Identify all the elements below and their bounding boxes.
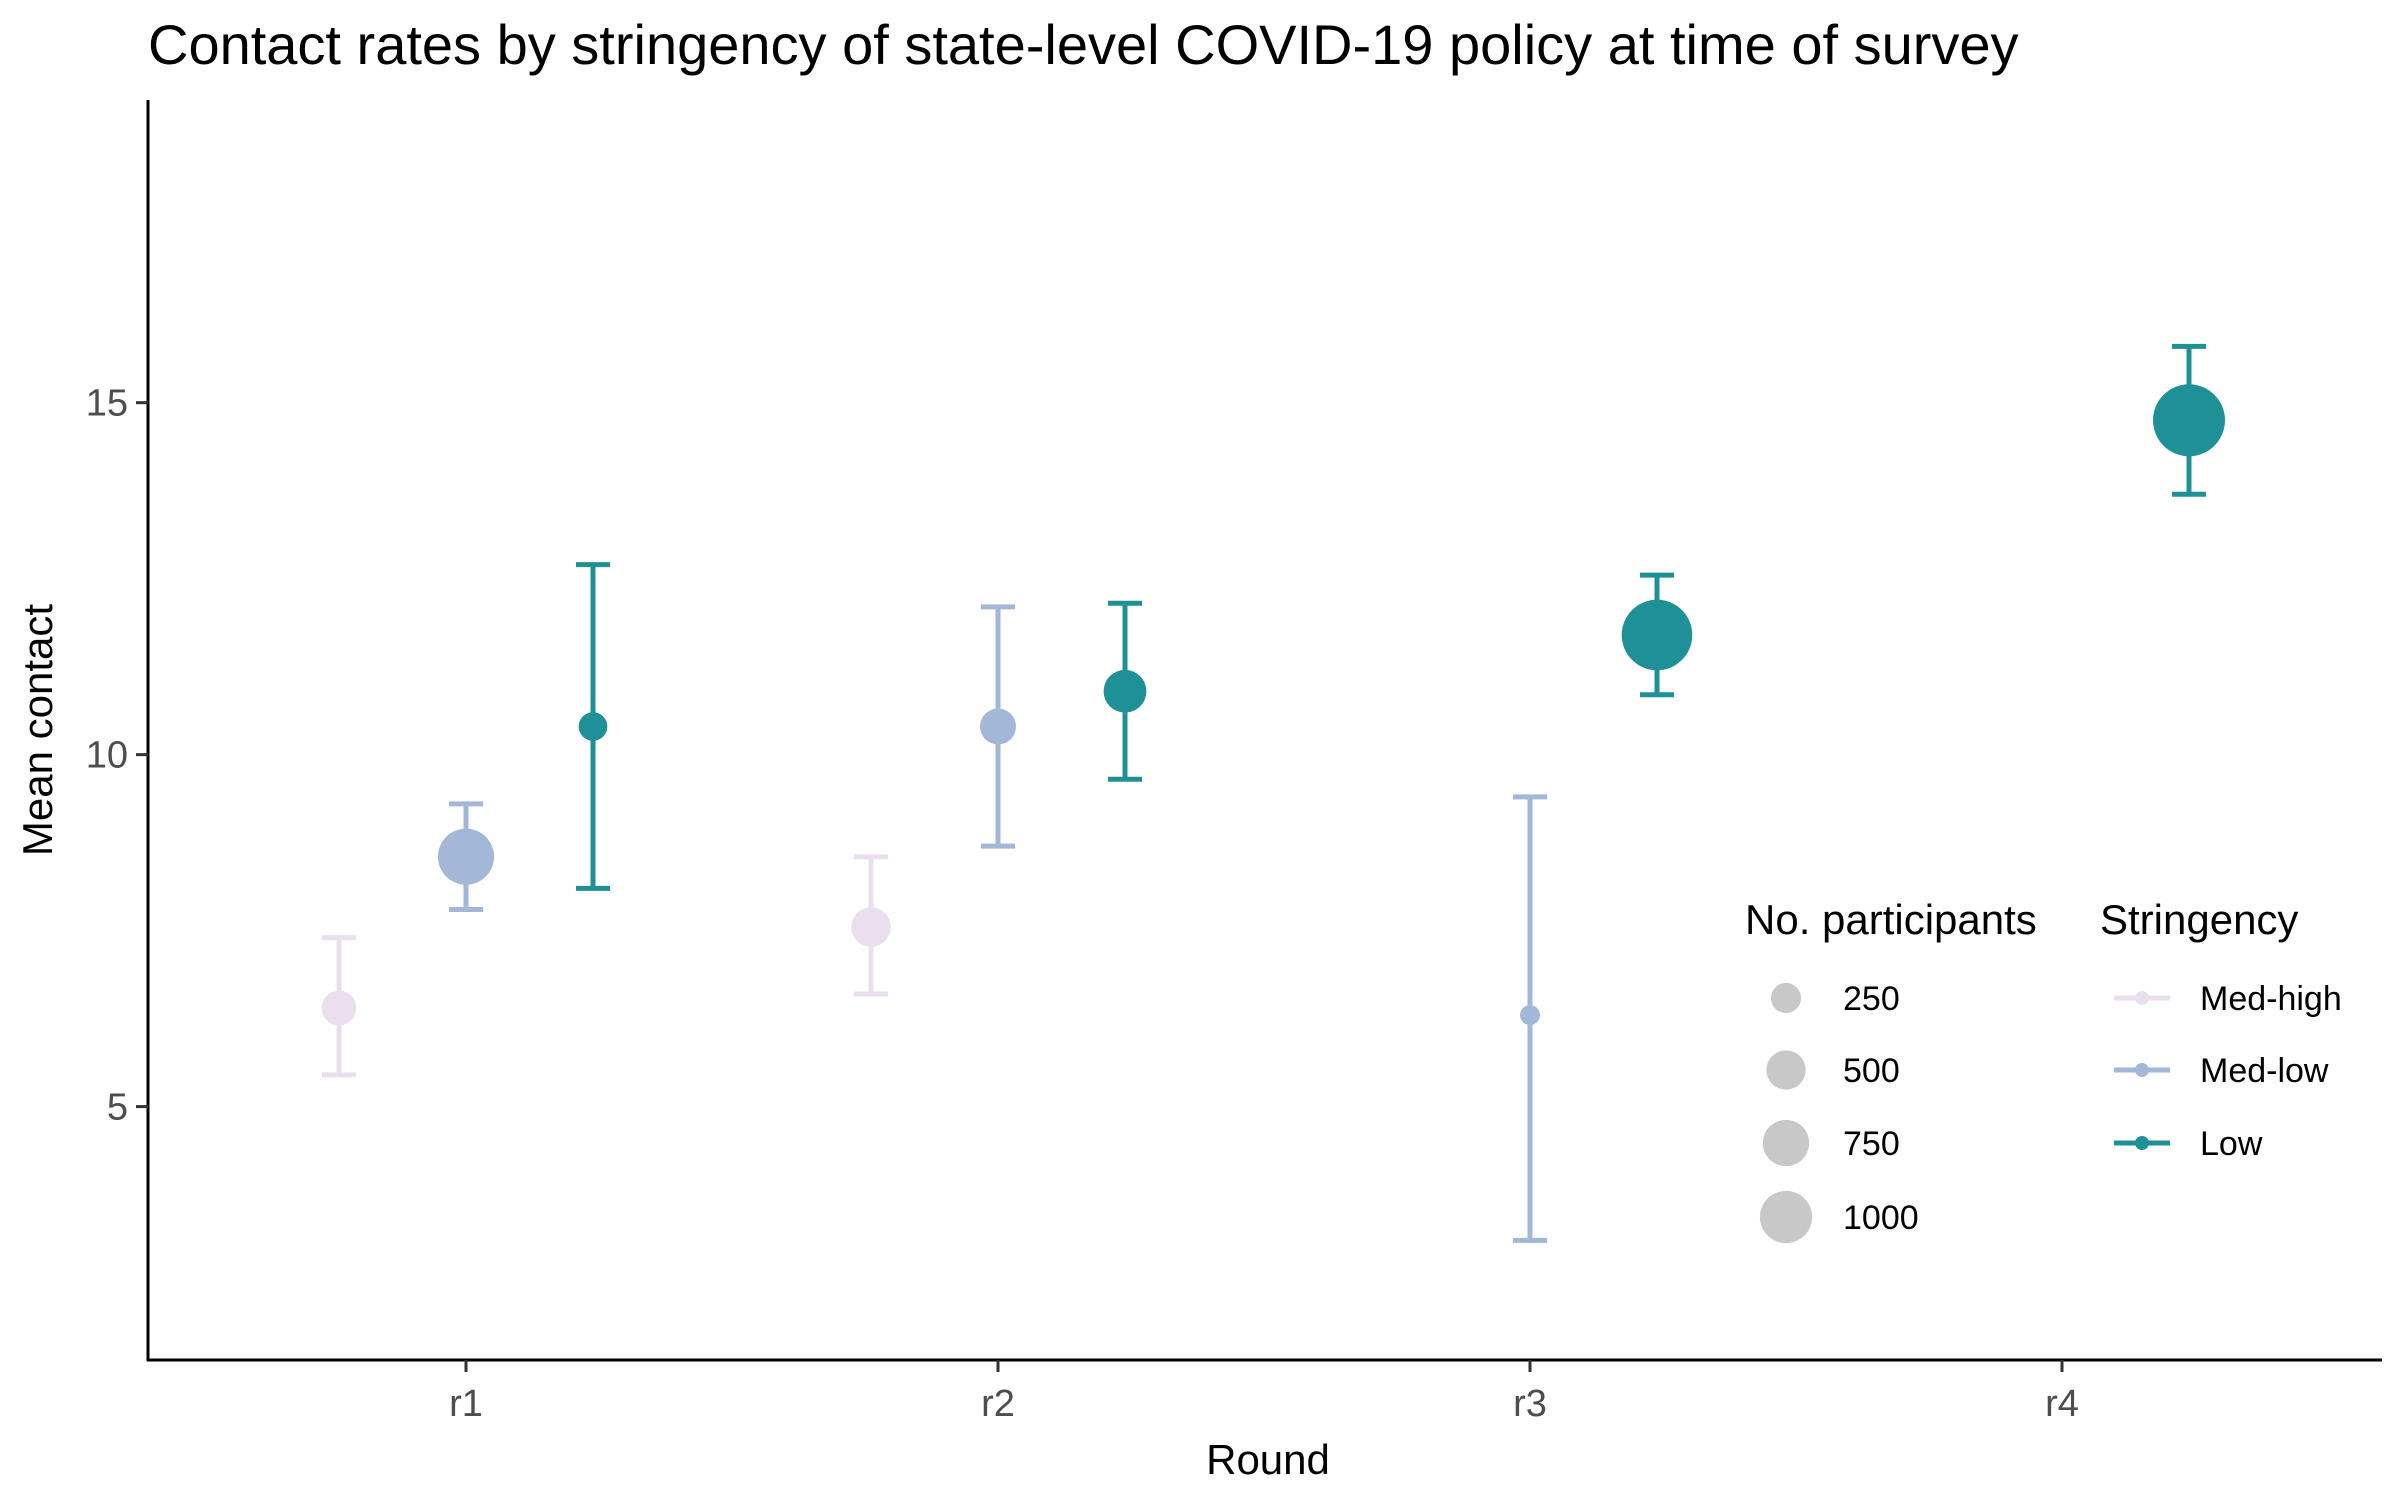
x-axis-title: Round [1206, 1436, 1330, 1483]
color-legend-key-med-low [2114, 1063, 2170, 1077]
x-tick-label: r3 [1513, 1383, 1547, 1425]
size-legend-key-500 [1766, 1050, 1806, 1090]
y-tick-label: 10 [86, 735, 128, 777]
color-legend-label: Med-low [2200, 1052, 2329, 1090]
legend-key-dot [2135, 1063, 2149, 1077]
plot-area: 5 10 15 r1 r2 r3 r4 [86, 100, 2382, 1425]
point-med-low-r3 [1520, 1005, 1540, 1026]
size-legend-title: No. participants [1745, 896, 2037, 943]
color-legend-key-low [2114, 1136, 2170, 1150]
point-med-low-r2 [980, 708, 1016, 745]
y-tick-label: 15 [86, 383, 128, 425]
size-legend-label: 500 [1843, 1052, 1900, 1090]
point-low-r4 [2153, 384, 2225, 457]
size-legend-key-1000 [1759, 1190, 1813, 1244]
legend-key-dot [2135, 991, 2149, 1005]
x-tick-label: r2 [981, 1383, 1015, 1425]
point-med-low-r1 [437, 828, 495, 885]
point-low-r2 [1103, 669, 1147, 713]
x-tick-label: r1 [449, 1383, 483, 1425]
point-low-r1 [578, 712, 608, 741]
legend: No. participants Stringency 250 500 750 100… [1745, 896, 2342, 1244]
size-legend-label: 750 [1843, 1125, 1900, 1163]
size-legend-label: 1000 [1843, 1199, 1919, 1237]
point-med-high-r1 [321, 990, 357, 1026]
x-tick-label: r4 [2045, 1383, 2079, 1425]
y-tick-label: 5 [107, 1087, 128, 1129]
size-legend-key-250 [1770, 982, 1802, 1014]
point-med-high-r2 [851, 907, 891, 947]
color-legend-title: Stringency [2100, 896, 2298, 943]
y-axis-title: Mean contact [14, 604, 61, 856]
point-low-r3 [1621, 599, 1693, 671]
size-legend-key-750 [1762, 1119, 1810, 1167]
color-legend-label: Low [2200, 1125, 2263, 1163]
color-legend-key-med-high [2114, 991, 2170, 1005]
legend-key-dot [2135, 1136, 2149, 1150]
size-legend-label: 250 [1843, 980, 1900, 1018]
chart-title: Contact rates by stringency of state-lev… [148, 13, 2019, 76]
color-legend-label: Med-high [2200, 980, 2342, 1018]
